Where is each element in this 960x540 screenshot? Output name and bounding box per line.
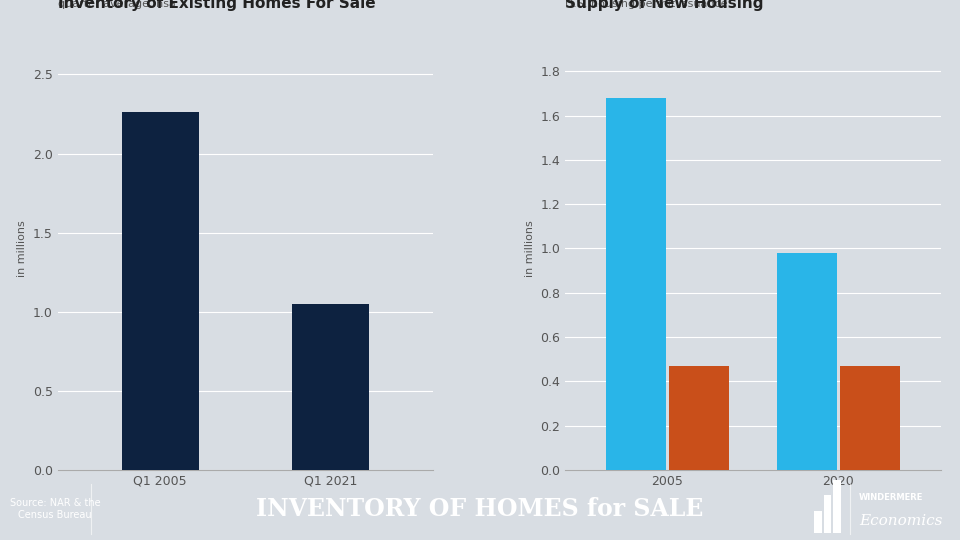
Y-axis label: in millions: in millions	[17, 220, 27, 277]
Text: quarter average; nsa: quarter average; nsa	[58, 0, 176, 9]
Bar	[814, 511, 822, 532]
Bar	[293, 303, 370, 470]
Text: Economics: Economics	[859, 515, 943, 528]
Y-axis label: in millions: in millions	[524, 220, 535, 277]
Text: Source: NAR & the
Census Bureau: Source: NAR & the Census Bureau	[10, 498, 100, 519]
Bar	[777, 253, 836, 470]
Bar	[606, 98, 666, 470]
Bar	[122, 112, 199, 470]
Bar	[840, 366, 900, 470]
Text: Inventory of Existing Homes For Sale: Inventory of Existing Homes For Sale	[58, 0, 375, 11]
Bar	[833, 480, 841, 532]
Text: U.S. housing permit issuance: U.S. housing permit issuance	[565, 0, 728, 9]
Text: WINDERMERE: WINDERMERE	[859, 493, 924, 502]
Bar	[669, 366, 729, 470]
Bar	[824, 495, 831, 532]
Text: INVENTORY OF HOMES for SALE: INVENTORY OF HOMES for SALE	[256, 497, 704, 521]
Text: Supply of New Housing: Supply of New Housing	[565, 0, 763, 11]
